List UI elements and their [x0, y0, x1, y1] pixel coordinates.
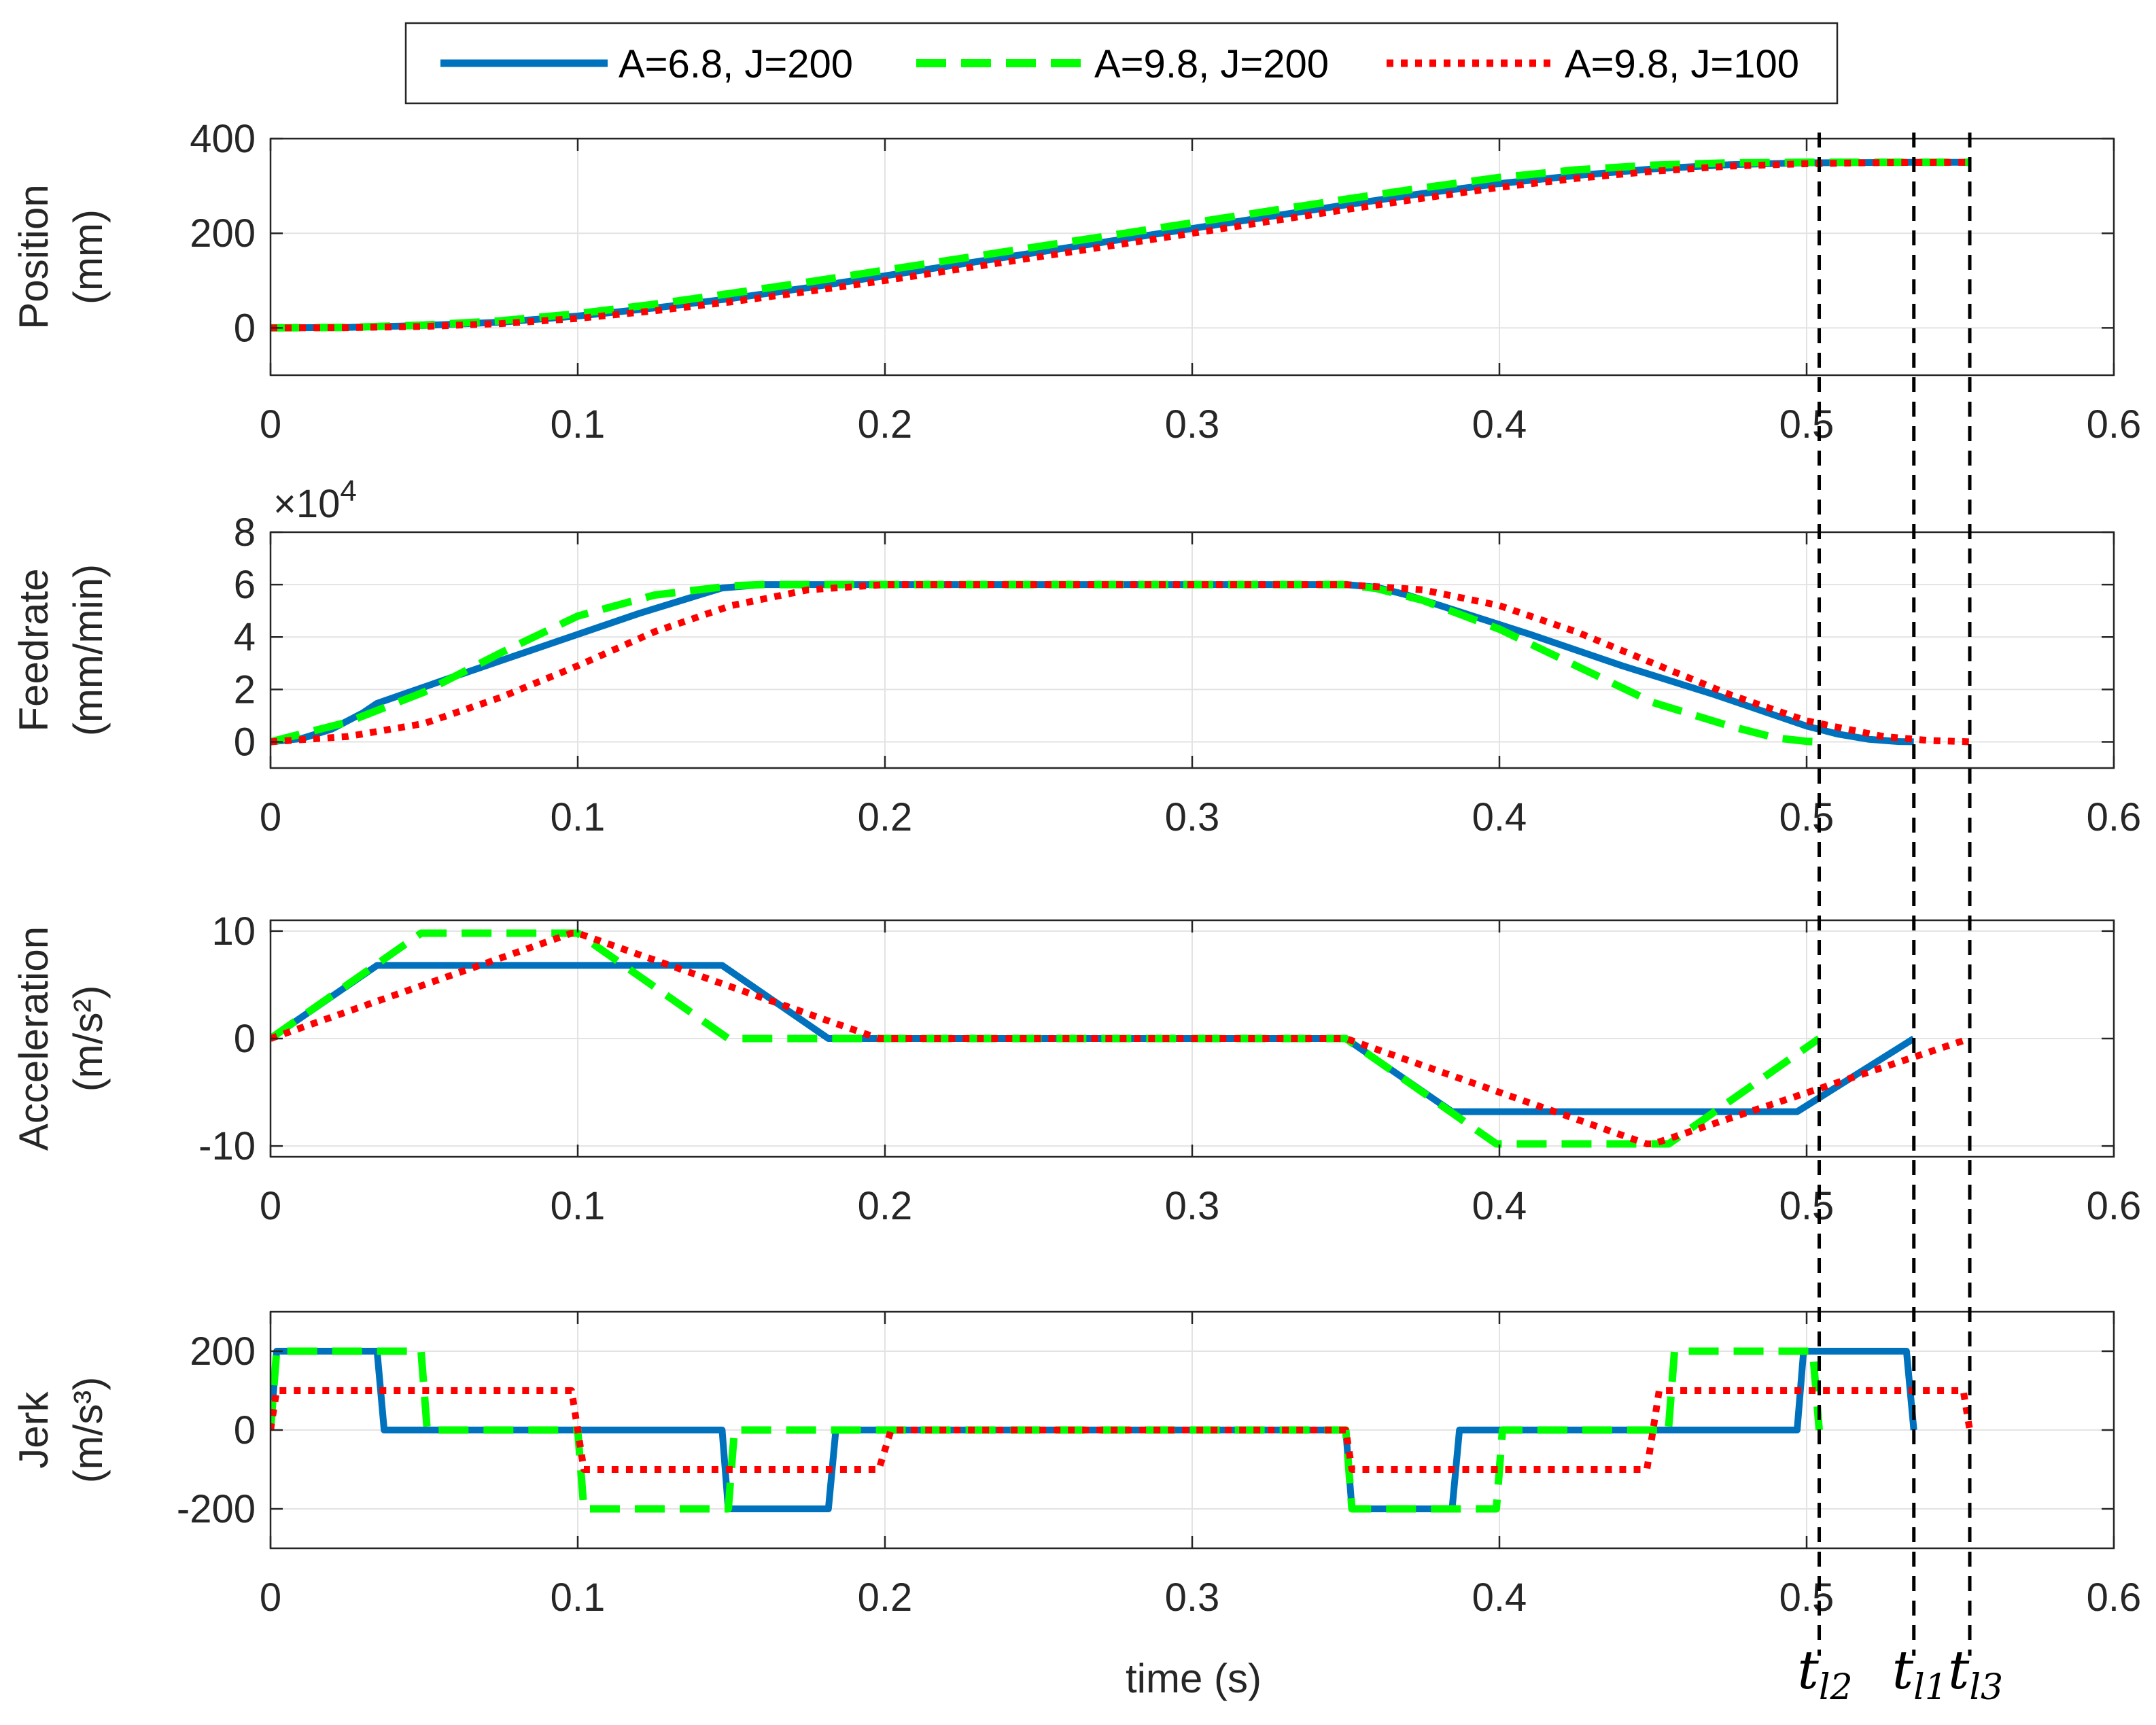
position-x-tick-label: 0: [260, 402, 281, 447]
feedrate-x-tick-label: 0: [260, 795, 281, 839]
position-x-tick-label: 0.4: [1472, 402, 1527, 447]
acceleration-x-tick-label: 0.3: [1165, 1184, 1220, 1228]
feedrate-y-tick-label: 0: [234, 720, 256, 764]
marker-label-l1: tl1: [1892, 1640, 1947, 1708]
marker-label-sub-l1: l1: [1913, 1667, 1947, 1708]
jerk-x-tick-label: 0.6: [2087, 1575, 2142, 1620]
acceleration-y-tick-label: 0: [234, 1017, 256, 1061]
subplot-position: 0 0.1 0.2 0.3 0.4 0.5 0.6 0 200 400 Position (mm): [11, 117, 2141, 447]
position-y-tick-label: 400: [190, 117, 256, 161]
jerk-x-tick-label: 0.4: [1472, 1575, 1527, 1620]
position-x-tick-label: 0.5: [1779, 402, 1835, 447]
position-x-tick-label: 0.3: [1165, 402, 1220, 447]
feedrate-y-tick-label: 2: [234, 667, 256, 712]
feedrate-y-tick-label: 6: [234, 563, 256, 607]
position-y-tick-label: 0: [234, 306, 256, 350]
acceleration-x-tick-label: 0: [260, 1184, 281, 1228]
feedrate-x-tick-label: 0.3: [1165, 795, 1220, 839]
feedrate-y-label-line-2: (mm/min): [65, 564, 111, 736]
jerk-x-tick-label: 0.5: [1779, 1575, 1835, 1620]
jerk-y-label-line-1: Jerk: [11, 1391, 56, 1468]
acceleration-y-label-line-2: (m/s²): [65, 986, 111, 1092]
legend-label-s1: A=6.8, J=200: [619, 42, 853, 86]
marker-label-sub-l3: l3: [1969, 1667, 2003, 1708]
jerk-x-tick-label: 0.2: [858, 1575, 913, 1620]
marker-label-l3: tl3: [1948, 1640, 2003, 1708]
feedrate-series-group: [271, 580, 1970, 746]
acceleration-x-tick-label: 0.6: [2087, 1184, 2142, 1228]
jerk-x-tick-label: 0.1: [551, 1575, 606, 1620]
feedrate-y-tick-label: 8: [234, 510, 256, 555]
jerk-y-tick-label: 0: [234, 1408, 256, 1452]
position-x-tick-label: 0.1: [551, 402, 606, 447]
acceleration-x-tick-label: 0.2: [858, 1184, 913, 1228]
jerk-x-tick-label: 0: [260, 1575, 281, 1620]
feedrate-x-tick-label: 0.5: [1779, 795, 1835, 839]
position-x-tick-label: 0.2: [858, 402, 913, 447]
acceleration-y-tick-label: -10: [198, 1124, 256, 1168]
feedrate-x-tick-label: 0.4: [1472, 795, 1527, 839]
feedrate-series-s1: [271, 581, 1914, 746]
feedrate-x-tick-label: 0.6: [2087, 795, 2142, 839]
x-axis-label: time (s): [1126, 1656, 1262, 1701]
subplot-feedrate: 0 0.1 0.2 0.3 0.4 0.5 0.6 0 2 4 6 8 ×104 Feedrate (mm/…: [11, 474, 2141, 839]
time-markers: tl2 tl1 tl3: [1798, 133, 2003, 1708]
position-x-tick-label: 0.6: [2087, 402, 2142, 447]
position-series-group: [271, 158, 1970, 332]
acceleration-x-tick-label: 0.5: [1779, 1184, 1835, 1228]
feedrate-exponent-label: ×104: [273, 474, 357, 526]
legend: A=6.8, J=200 A=9.8, J=200 A=9.8, J=100: [404, 22, 1839, 105]
jerk-y-tick-label: -200: [177, 1487, 256, 1531]
jerk-series-s3: [271, 1387, 1973, 1473]
feedrate-y-tick-label: 4: [234, 615, 256, 659]
acceleration-x-tick-label: 0.1: [551, 1184, 606, 1228]
feedrate-x-tick-label: 0.2: [858, 795, 913, 839]
jerk-y-tick-label: 200: [190, 1329, 256, 1374]
position-y-label-line-1: Position: [11, 184, 56, 329]
acceleration-series-s3: [271, 930, 1971, 1147]
feedrate-series-s3: [271, 581, 1970, 746]
acceleration-y-label-line-1: Acceleration: [11, 926, 56, 1151]
legend-label-s2: A=9.8, J=200: [1094, 42, 1329, 86]
position-y-label-line-2: (mm): [65, 209, 111, 304]
acceleration-x-tick-label: 0.4: [1472, 1184, 1527, 1228]
feedrate-x-tick-label: 0.1: [551, 795, 606, 839]
marker-label-l2: tl2: [1798, 1640, 1853, 1708]
legend-box: [404, 22, 1839, 105]
feedrate-exponent-power: 4: [340, 474, 356, 508]
jerk-x-tick-label: 0.3: [1165, 1575, 1220, 1620]
position-y-tick-label: 200: [190, 211, 256, 256]
jerk-series-group: [271, 1347, 1973, 1513]
acceleration-series-group: [271, 929, 1971, 1148]
acceleration-series-s2: [271, 929, 1822, 1148]
marker-label-sub-l2: l2: [1819, 1667, 1853, 1708]
feedrate-y-label-line-1: Feedrate: [11, 568, 56, 731]
position-series-s3: [271, 158, 1970, 332]
legend-label-s3: A=9.8, J=100: [1565, 42, 1799, 86]
acceleration-y-tick-label: 10: [211, 909, 256, 954]
jerk-y-label-line-2: (m/s³): [65, 1377, 111, 1484]
